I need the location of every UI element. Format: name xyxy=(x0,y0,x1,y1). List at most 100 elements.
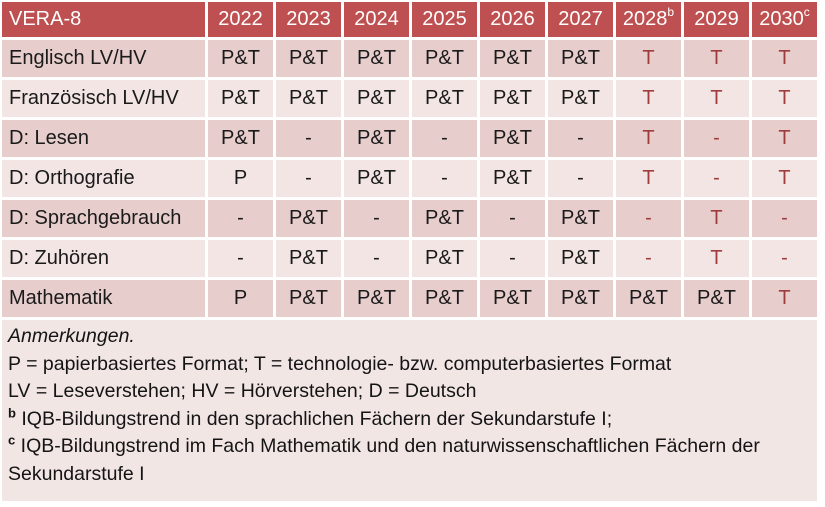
header-cell-2029: 2029 xyxy=(684,2,749,37)
header-cell-2030: 2030 c xyxy=(752,2,817,37)
vera8-table: VERA-8 2022 2023 2024 2025 2026 2027 2028 b 2029 2… xyxy=(2,2,817,317)
header-cell-2022: 2022 xyxy=(208,2,273,37)
cell-value: - xyxy=(781,207,788,229)
footnote-b-marker: b xyxy=(8,405,16,420)
cell-value: T xyxy=(710,47,723,69)
table-cell: T xyxy=(616,120,681,157)
table-cell: P&T xyxy=(548,200,613,237)
cell-value: - xyxy=(645,247,652,269)
cell-value: P&T xyxy=(561,47,600,69)
table-cell: T xyxy=(684,200,749,237)
table-cell: P&T xyxy=(276,280,341,317)
table-cell: P&T xyxy=(344,160,409,197)
cell-value: P&T xyxy=(289,207,328,229)
table-cell: - xyxy=(412,120,477,157)
cell-value: P&T xyxy=(425,247,464,269)
cell-value: P&T xyxy=(493,127,532,149)
cell-value: P&T xyxy=(357,287,396,309)
row-label: Englisch LV/HV xyxy=(2,40,205,77)
cell-value: - xyxy=(509,247,516,269)
header-cell-title: VERA-8 xyxy=(2,2,205,37)
row-label: Mathematik xyxy=(2,280,205,317)
table-cell: - xyxy=(684,120,749,157)
cell-value: P&T xyxy=(289,287,328,309)
cell-value: - xyxy=(441,167,448,189)
cell-value: - xyxy=(577,127,584,149)
cell-value: P&T xyxy=(493,47,532,69)
table-cell: P&T xyxy=(480,160,545,197)
table-cell: P&T xyxy=(548,80,613,117)
cell-value: T xyxy=(778,287,791,309)
cell-value: - xyxy=(305,127,312,149)
cell-value: - xyxy=(441,127,448,149)
table-cell: P&T xyxy=(480,280,545,317)
table-cell: P&T xyxy=(412,200,477,237)
row-label: D: Orthografie xyxy=(2,160,205,197)
table-cell: - xyxy=(548,160,613,197)
row-label: D: Zuhören xyxy=(2,240,205,277)
cell-value: P&T xyxy=(289,87,328,109)
cell-value: - xyxy=(373,207,380,229)
cell-value: - xyxy=(237,207,244,229)
cell-value: - xyxy=(713,127,720,149)
table-cell: P xyxy=(208,280,273,317)
cell-value: - xyxy=(509,207,516,229)
cell-value: - xyxy=(577,167,584,189)
table-cell: P&T xyxy=(548,40,613,77)
table-cell: P&T xyxy=(276,40,341,77)
table-cell: - xyxy=(208,240,273,277)
cell-value: P&T xyxy=(425,207,464,229)
notes-heading: Anmerkungen. xyxy=(8,325,135,347)
cell-value: P&T xyxy=(561,247,600,269)
cell-value: P&T xyxy=(425,87,464,109)
cell-value: T xyxy=(642,87,655,109)
table-cell: T xyxy=(616,80,681,117)
table-cell: - xyxy=(276,120,341,157)
year-footnote-marker: b xyxy=(667,5,675,19)
table-cell: P&T xyxy=(480,80,545,117)
table-cell: P&T xyxy=(344,40,409,77)
cell-value: T xyxy=(710,207,723,229)
cell-value: - xyxy=(237,247,244,269)
cell-value: P&T xyxy=(357,87,396,109)
cell-value: P&T xyxy=(629,287,668,309)
header-cell-2023: 2023 xyxy=(276,2,341,37)
cell-value: P&T xyxy=(493,87,532,109)
cell-value: T xyxy=(778,87,791,109)
year-label: 2029 xyxy=(694,8,739,30)
footnote-c: c IQB-Bildungstrend im Fach Mathematik u… xyxy=(8,433,809,488)
row-label: Französisch LV/HV xyxy=(2,80,205,117)
table-cell: T xyxy=(752,160,817,197)
cell-value: T xyxy=(642,47,655,69)
table-cell: - xyxy=(412,160,477,197)
header-cell-2027: 2027 xyxy=(548,2,613,37)
year-label: 2024 xyxy=(354,8,399,30)
table-cell: T xyxy=(752,280,817,317)
cell-value: T xyxy=(778,167,791,189)
table-cell: - xyxy=(548,120,613,157)
table-cell: - xyxy=(344,200,409,237)
row-label: D: Lesen xyxy=(2,120,205,157)
table-cell: P&T xyxy=(208,40,273,77)
notes: Anmerkungen. P = papierbasiertes Format;… xyxy=(2,320,817,501)
table-cell: T xyxy=(616,160,681,197)
year-label: 2030 xyxy=(759,8,804,30)
table-cell: - xyxy=(276,160,341,197)
table-cell: P&T xyxy=(412,280,477,317)
row-label: D: Sprachgebrauch xyxy=(2,200,205,237)
cell-value: T xyxy=(710,87,723,109)
cell-value: - xyxy=(373,247,380,269)
table-cell: - xyxy=(616,200,681,237)
year-label: 2022 xyxy=(218,8,263,30)
table-cell: P&T xyxy=(344,80,409,117)
table-cell: P&T xyxy=(276,240,341,277)
cell-value: - xyxy=(645,207,652,229)
notes-heading-line: Anmerkungen. xyxy=(8,323,809,351)
cell-value: T xyxy=(642,167,655,189)
header-cell-2024: 2024 xyxy=(344,2,409,37)
table-cell: P&T xyxy=(480,120,545,157)
cell-value: P xyxy=(233,167,248,189)
table-cell: P&T xyxy=(344,120,409,157)
cell-value: P&T xyxy=(561,287,600,309)
table-cell: T xyxy=(616,40,681,77)
